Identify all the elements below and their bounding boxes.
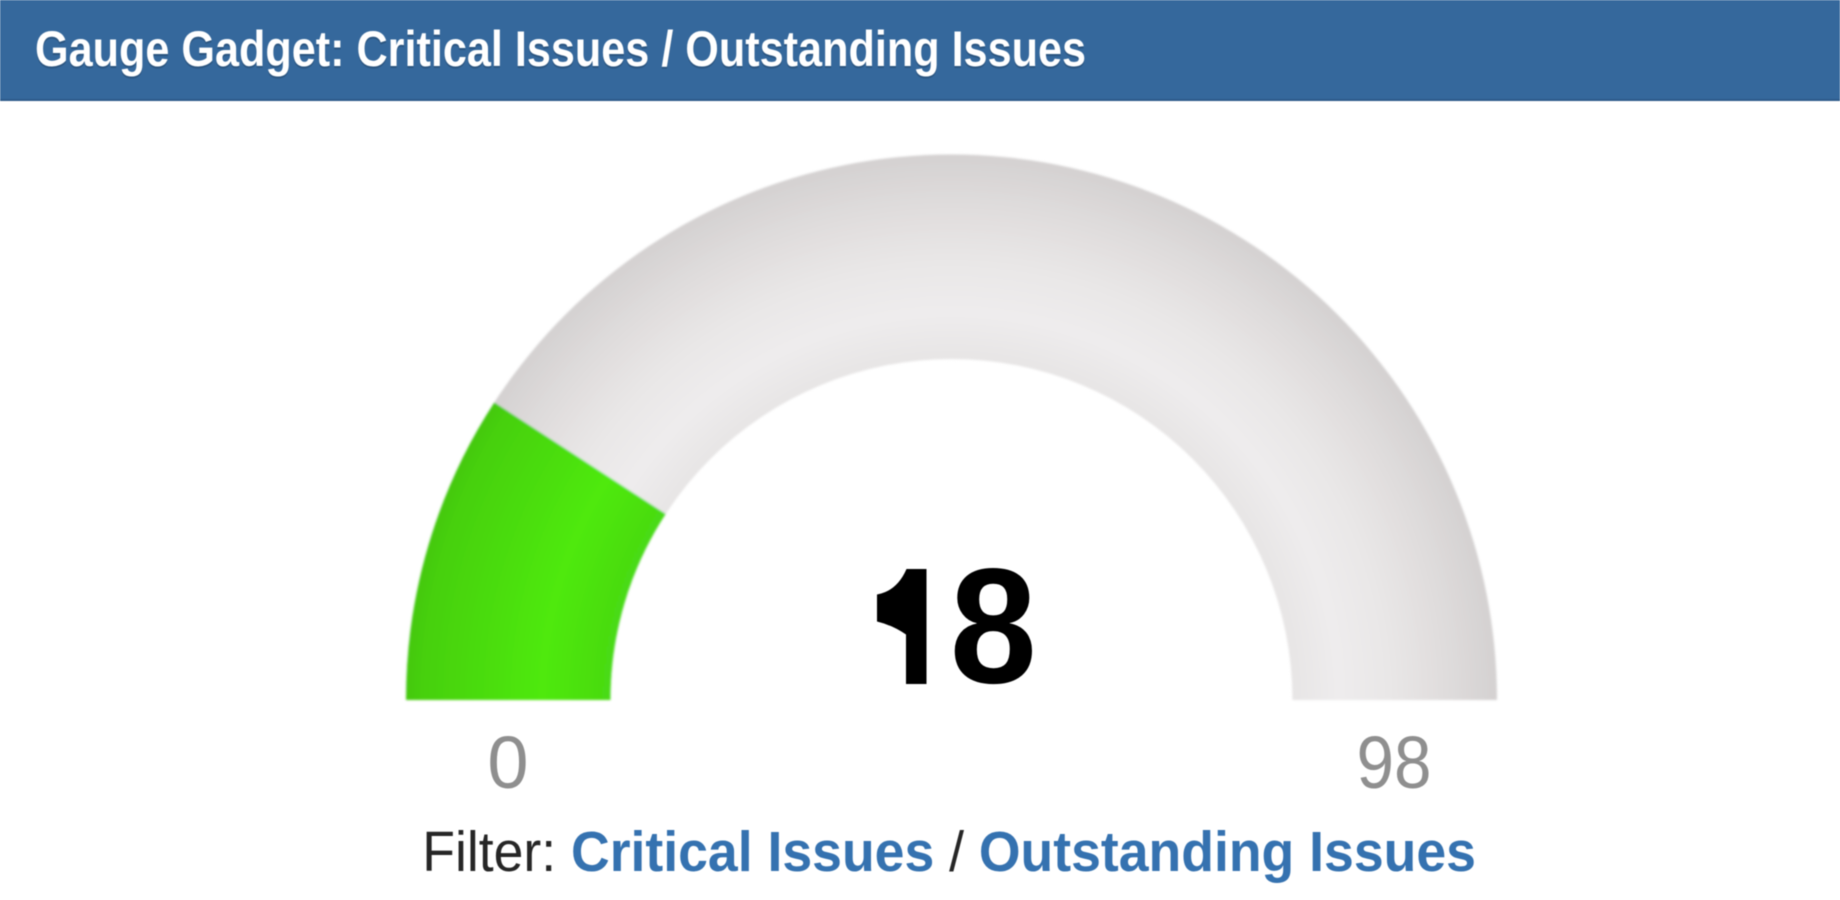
- svg-text:Filter: Critical Issues / Outs: Filter: Critical Issues / Outstanding Is…: [422, 819, 1476, 883]
- svg-text:8: 8: [950, 535, 1037, 718]
- svg-text:0: 0: [487, 721, 528, 804]
- svg-text:Gauge Gadget: Critical Issues: Gauge Gadget: Critical Issues / Outstand…: [35, 21, 1086, 77]
- svg-text:Gauge Gadget: Critical Issues: Gauge Gadget: Critical Issues / Outstand…: [35, 23, 1086, 79]
- svg-text:98: 98: [1357, 721, 1432, 804]
